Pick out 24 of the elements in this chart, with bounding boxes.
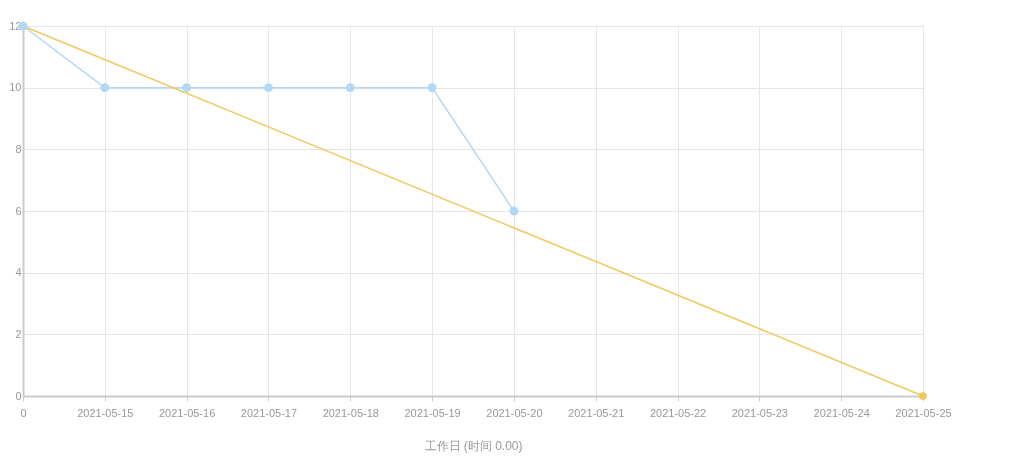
x-tick-label: 2021-05-24 bbox=[813, 406, 870, 419]
x-axis-title: 工作日 (时间 0.00) bbox=[424, 438, 523, 453]
x-tick-label: 2021-05-17 bbox=[240, 406, 298, 419]
y-tick-label: 8 bbox=[15, 142, 22, 155]
y-tick-label: 0 bbox=[15, 389, 22, 402]
point bbox=[182, 83, 192, 93]
y-tick-label: 6 bbox=[15, 204, 22, 217]
y-tick-label: 10 bbox=[9, 81, 22, 94]
y-tick-label: 2 bbox=[15, 327, 22, 340]
point bbox=[263, 83, 273, 93]
point bbox=[100, 83, 110, 93]
y-tick-label: 4 bbox=[15, 266, 22, 279]
point bbox=[427, 83, 437, 93]
x-tick-label: 2021-05-20 bbox=[486, 406, 543, 419]
point bbox=[345, 83, 355, 93]
x-tick-label: 2021-05-16 bbox=[159, 406, 216, 419]
x-tick-label: 2021-05-23 bbox=[731, 406, 788, 419]
x-tick-label: 2021-05-19 bbox=[404, 406, 461, 419]
point bbox=[509, 206, 519, 216]
x-tick-label: 2021-05-18 bbox=[322, 406, 379, 419]
x-tick-label: 2021-05-25 bbox=[895, 406, 952, 419]
x-tick-label: 2021-05-15 bbox=[77, 406, 134, 419]
x-tick-label: 2021-05-21 bbox=[568, 406, 625, 419]
x-tick-label: 2021-05-22 bbox=[649, 406, 707, 419]
